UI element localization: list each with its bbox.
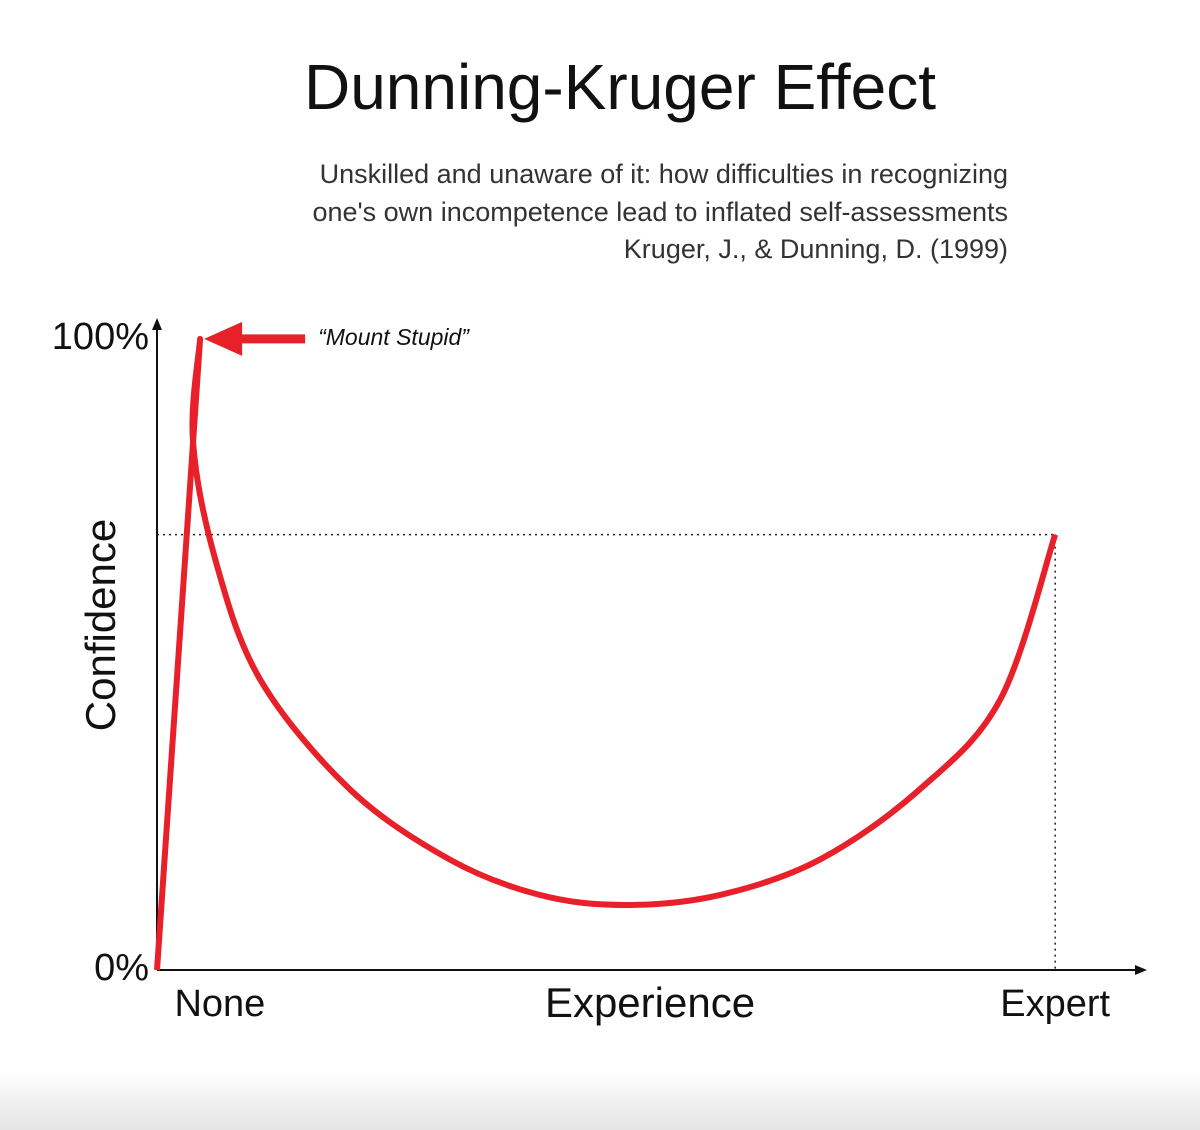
footer-band [0, 1070, 1200, 1130]
y-axis-arrow [152, 318, 162, 330]
subtitle: Unskilled and unaware of it: how difficu… [320, 159, 1008, 189]
confidence-line [154, 335, 1059, 971]
y-tick-label: 100% [52, 316, 149, 358]
annotation-arrowhead [204, 321, 243, 356]
annotation: “Mount Stupid” [318, 324, 470, 350]
y-tick-label: 0% [94, 947, 149, 989]
chart-title: Dunning-Kruger Effect [304, 51, 936, 123]
x-axis-arrow [1135, 965, 1147, 975]
subtitle: Kruger, J., & Dunning, D. (1999) [624, 234, 1008, 264]
y-axis-label: Confidence [77, 519, 124, 731]
x-tick-label: None [174, 983, 265, 1025]
subtitle: one's own incompetence lead to inflated … [312, 197, 1008, 227]
x-axis-label: Experience [545, 979, 755, 1026]
x-tick-label: Expert [1000, 983, 1110, 1025]
